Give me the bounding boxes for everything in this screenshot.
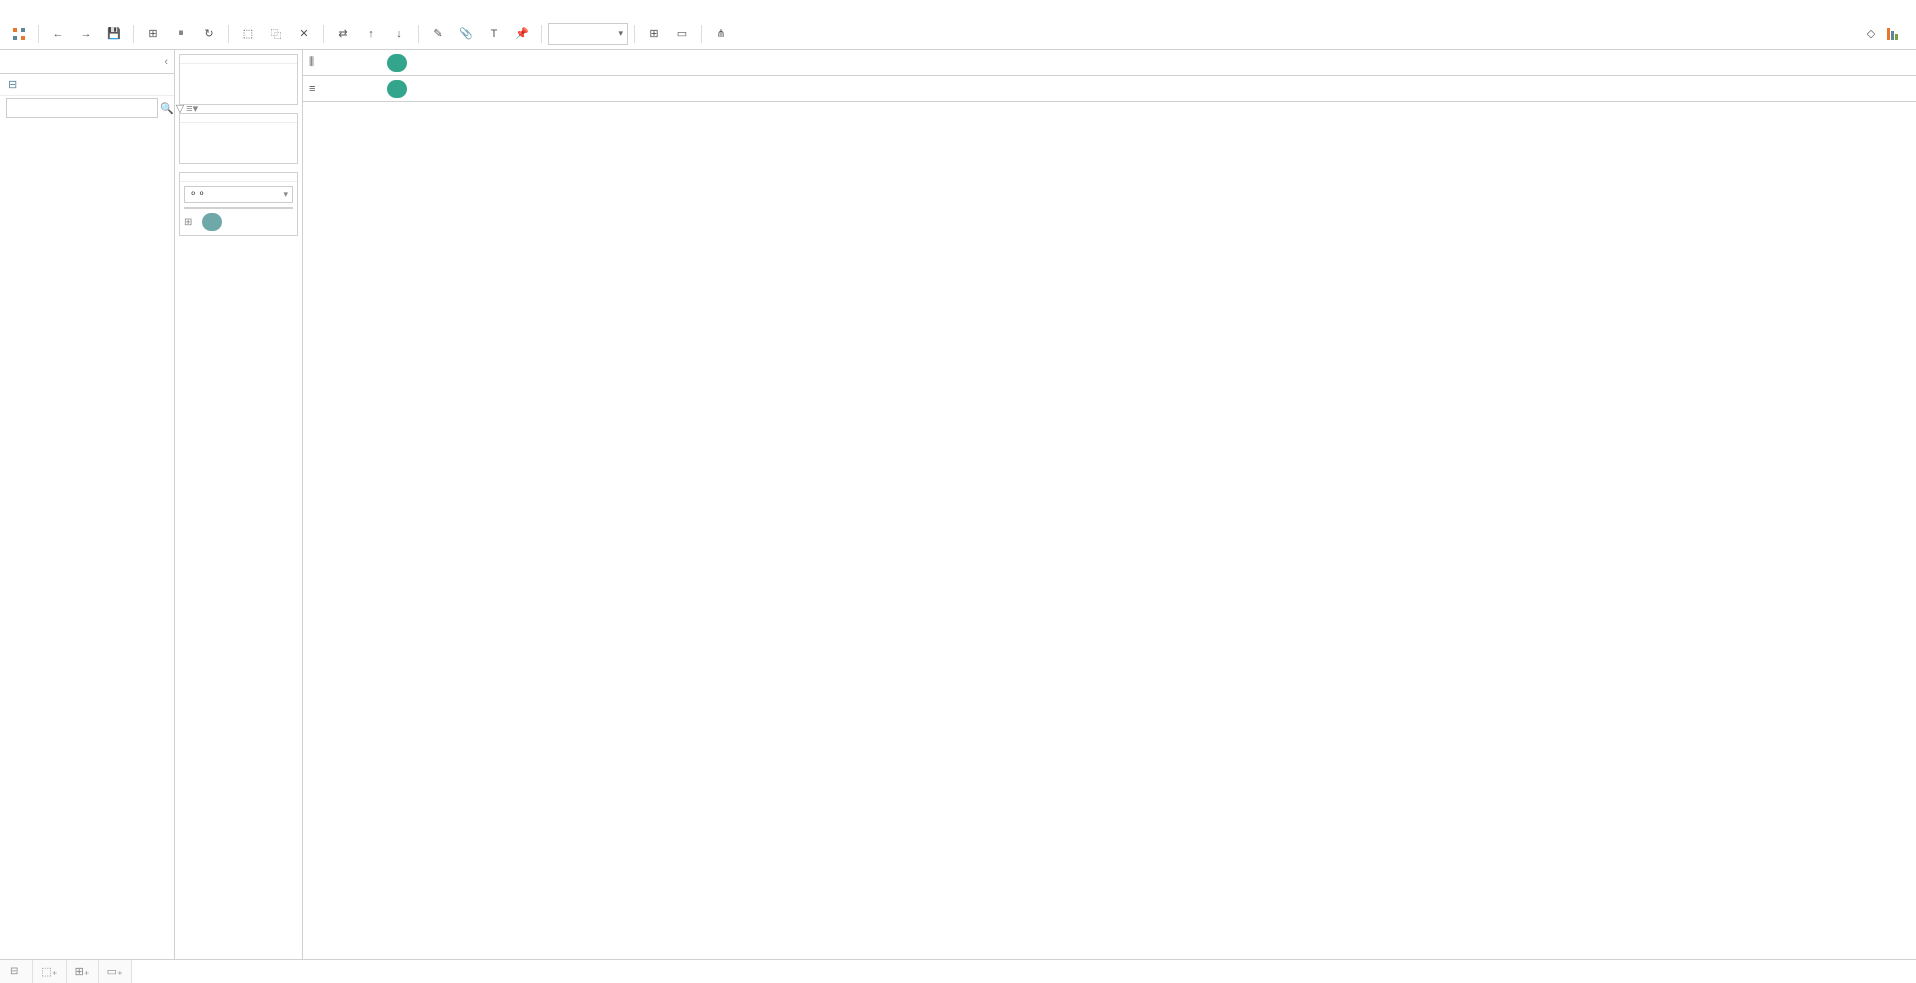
show-cards-icon[interactable]: ⊞ xyxy=(641,22,667,46)
rows-shelf[interactable]: ≡ xyxy=(303,76,1916,102)
presentation-icon[interactable]: ▭ xyxy=(669,22,695,46)
logo-icon[interactable] xyxy=(6,22,32,46)
worksheet-area: ⫼ ≡ xyxy=(303,50,1916,959)
new-story-tab-icon[interactable]: ▭₊ xyxy=(99,960,132,983)
sort-desc-icon[interactable]: ↓ xyxy=(386,22,412,46)
tables-header xyxy=(0,120,174,130)
tab-data-source[interactable]: ⊟ xyxy=(0,960,33,983)
search-icon[interactable]: 🔍 xyxy=(160,102,174,115)
labels-icon[interactable]: T xyxy=(481,22,507,46)
datasource-tab-icon: ⊟ xyxy=(10,966,18,977)
menubar xyxy=(0,0,1916,18)
columns-pill[interactable] xyxy=(387,54,407,72)
refresh-icon[interactable]: ↻ xyxy=(196,22,222,46)
marks-card: ⚬⚬ ▾ ⊞ xyxy=(179,172,298,236)
detail-pill-icon: ⊞ xyxy=(184,217,198,228)
new-datasource-icon[interactable]: ⊞ xyxy=(140,22,166,46)
tab-data[interactable] xyxy=(0,50,24,73)
fit-dropdown[interactable] xyxy=(548,23,628,45)
database-icon: ⊟ xyxy=(8,78,17,91)
redo-icon[interactable]: → xyxy=(73,22,99,46)
pages-shelf[interactable] xyxy=(179,54,298,105)
toolbar: ← → 💾 ⊞ ⏸ ↻ ⬚ ⿻ ✕ ⇄ ↑ ↓ ✎ 📎 T 📌 ⊞ ▭ ⋔ ◇ xyxy=(0,18,1916,50)
save-icon[interactable]: 💾 xyxy=(101,22,127,46)
group-icon[interactable]: 📎 xyxy=(453,22,479,46)
highlight-icon[interactable]: ✎ xyxy=(425,22,451,46)
tab-analytics[interactable] xyxy=(24,50,48,73)
scatter-chart[interactable] xyxy=(319,122,619,272)
marks-type-dropdown[interactable]: ⚬⚬ ▾ xyxy=(184,186,293,203)
collapse-pane-icon[interactable]: ‹ xyxy=(158,56,174,68)
undo-icon[interactable]: ← xyxy=(45,22,71,46)
swap-icon[interactable]: ⇄ xyxy=(330,22,356,46)
duplicate-icon[interactable]: ⿻ xyxy=(263,22,289,46)
rows-icon: ≡ xyxy=(309,83,315,95)
cards-column: ⚬⚬ ▾ ⊞ xyxy=(175,50,303,959)
detail-pill-row[interactable]: ⊞ xyxy=(184,213,293,231)
parameters-header xyxy=(0,941,174,951)
new-worksheet-icon[interactable]: ⬚ xyxy=(235,22,261,46)
pin-icon[interactable]: 📌 xyxy=(509,22,535,46)
new-dashboard-tab-icon[interactable]: ⊞₊ xyxy=(67,960,99,983)
columns-shelf[interactable]: ⫼ xyxy=(303,50,1916,76)
filters-shelf[interactable] xyxy=(179,113,298,164)
sheet-title[interactable] xyxy=(319,110,1900,122)
search-input[interactable] xyxy=(6,98,158,118)
columns-icon: ⫼ xyxy=(309,56,314,69)
share-icon[interactable]: ⋔ xyxy=(708,22,734,46)
data-pane: ‹ ⊟ 🔍 ▽ ≡▾ xyxy=(0,50,175,959)
show-me-button[interactable] xyxy=(1886,27,1910,41)
new-worksheet-tab-icon[interactable]: ⬚₊ xyxy=(33,960,66,983)
clear-icon[interactable]: ✕ xyxy=(291,22,317,46)
datasource-item[interactable]: ⊟ xyxy=(0,74,174,95)
detail-pill[interactable] xyxy=(202,213,222,231)
guide-icon[interactable]: ◇ xyxy=(1858,22,1884,46)
sort-asc-icon[interactable]: ↑ xyxy=(358,22,384,46)
rows-pill[interactable] xyxy=(387,80,407,98)
pause-icon[interactable]: ⏸ xyxy=(168,22,194,46)
sheet-tabs-bar: ⊟ ⬚₊ ⊞₊ ▭₊ xyxy=(0,959,1916,983)
